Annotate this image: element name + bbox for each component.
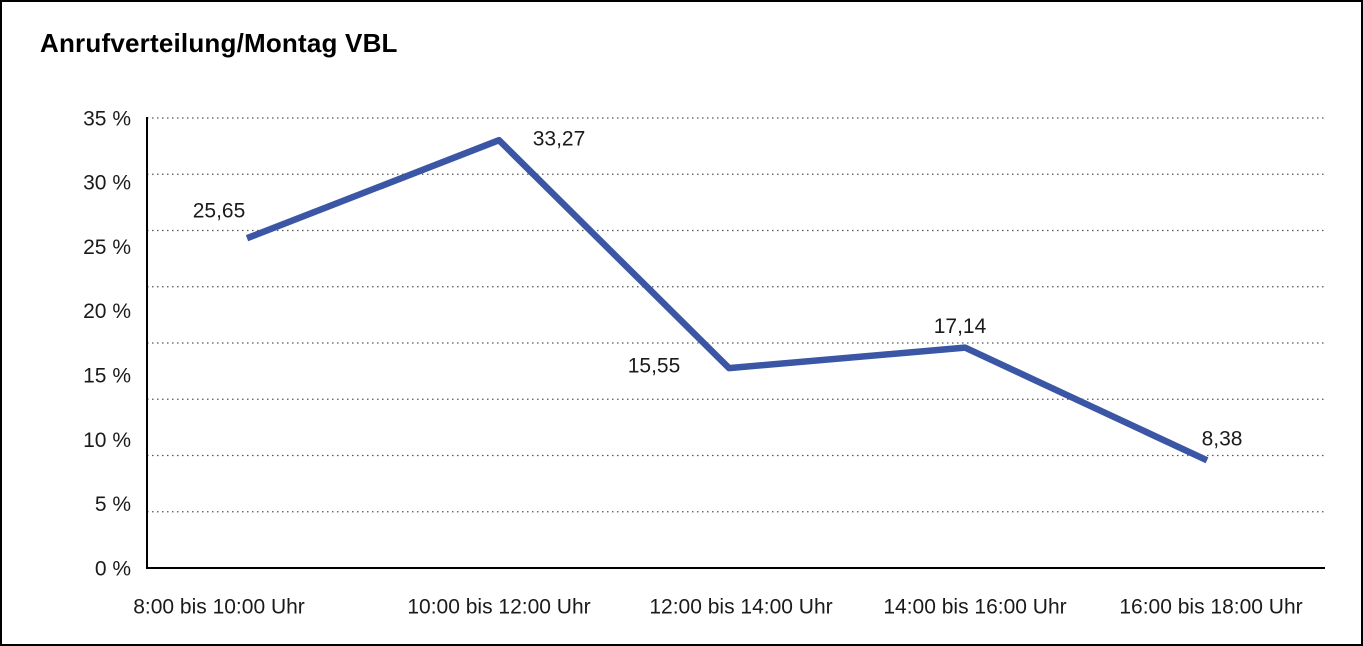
x-category-label: 10:00 bis 12:00 Uhr bbox=[407, 595, 590, 618]
y-tick-label: 0 % bbox=[95, 557, 131, 580]
y-tick-label: 30 % bbox=[83, 172, 131, 195]
chart-title: Anrufverteilung/Montag VBL bbox=[40, 28, 398, 58]
data-point-label: 25,65 bbox=[193, 200, 246, 223]
x-category-label: 14:00 bis 16:00 Uhr bbox=[883, 595, 1066, 618]
data-point-label: 15,55 bbox=[628, 354, 681, 377]
x-category-label: 8:00 bis 10:00 Uhr bbox=[133, 595, 305, 618]
x-category-label: 16:00 bis 18:00 Uhr bbox=[1119, 595, 1302, 618]
y-tick-label: 10 % bbox=[83, 429, 131, 452]
y-tick-label: 25 % bbox=[83, 236, 131, 259]
y-tick-label: 20 % bbox=[83, 300, 131, 323]
data-point-label: 8,38 bbox=[1202, 428, 1243, 451]
data-point-label: 17,14 bbox=[934, 315, 987, 338]
x-category-label: 12:00 bis 14:00 Uhr bbox=[649, 595, 832, 618]
y-tick-label: 5 % bbox=[95, 493, 131, 516]
data-point-label: 33,27 bbox=[533, 128, 586, 151]
y-tick-label: 35 % bbox=[83, 107, 131, 130]
data-series-line bbox=[245, 136, 1209, 464]
y-tick-label: 15 % bbox=[83, 364, 131, 387]
